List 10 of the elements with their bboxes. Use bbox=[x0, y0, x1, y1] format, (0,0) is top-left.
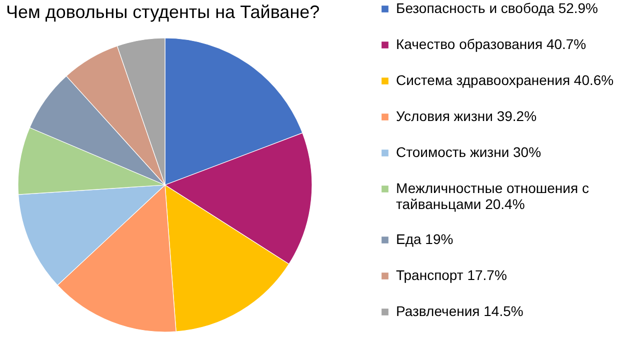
legend-label: Транспорт 17.7% bbox=[396, 267, 507, 283]
legend-label: Безопасность и свобода 52.9% bbox=[396, 0, 598, 16]
legend-label: Система здравоохранения 40.6% bbox=[396, 72, 614, 88]
legend-label: Стоимость жизни 30% bbox=[396, 144, 542, 160]
chart-title: Чем довольны студенты на Тайване? bbox=[6, 2, 320, 22]
legend-label: Условия жизни 39.2% bbox=[396, 108, 537, 124]
legend-label: Развлечения 14.5% bbox=[396, 303, 524, 319]
legend-label: Еда 19% bbox=[396, 231, 454, 247]
legend-label: Межличностные отношения с тайваньцами 20.4% bbox=[396, 180, 589, 212]
legend-label: Качество образования 40.7% bbox=[396, 36, 586, 52]
